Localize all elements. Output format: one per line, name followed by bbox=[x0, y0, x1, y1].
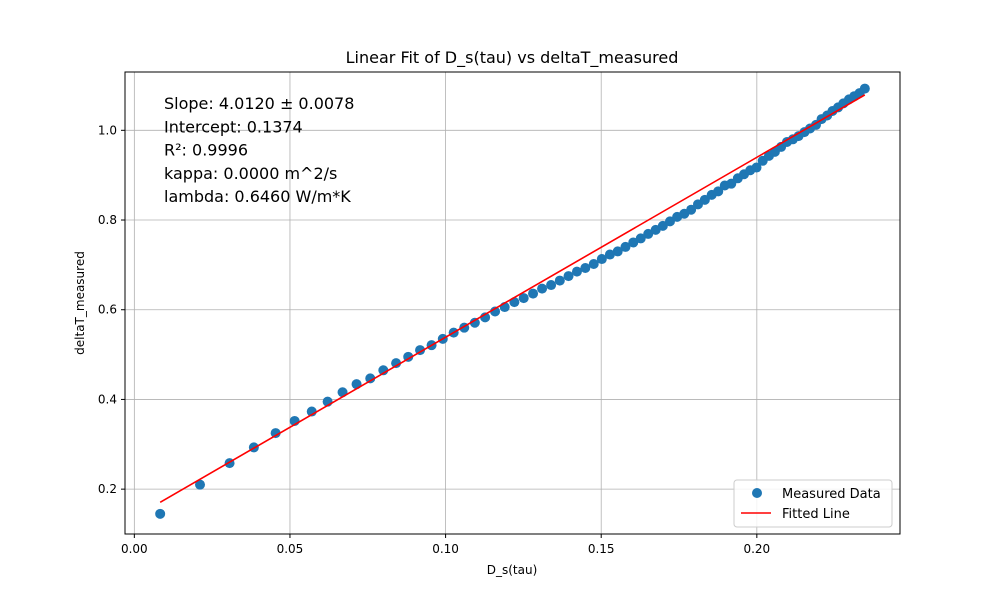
data-point bbox=[686, 204, 697, 215]
fit-stats-annotation: Slope: 4.0120 ± 0.0078 Intercept: 0.1374 R… bbox=[164, 94, 354, 206]
legend-box bbox=[733, 479, 893, 528]
annotation-line: Intercept: 0.1374 bbox=[164, 117, 303, 136]
data-point bbox=[195, 479, 206, 490]
plot-frame bbox=[124, 71, 901, 535]
data-point bbox=[270, 428, 281, 439]
annotation-line: Slope: 4.0120 ± 0.0078 bbox=[164, 94, 354, 113]
x-tick-label: 0.00 bbox=[121, 542, 148, 556]
data-point bbox=[571, 266, 582, 277]
data-point bbox=[620, 241, 631, 252]
y-tick-label: 0.4 bbox=[98, 392, 117, 406]
data-point bbox=[365, 373, 376, 384]
annotation-line: R²: 0.9996 bbox=[164, 141, 248, 160]
annotation-line: kappa: 0.0000 m^2/s bbox=[164, 164, 337, 183]
data-point bbox=[588, 258, 599, 269]
data-point bbox=[337, 387, 348, 398]
data-point bbox=[563, 271, 574, 282]
y-tick-label: 0.2 bbox=[98, 482, 117, 496]
data-point bbox=[859, 83, 870, 94]
data-point bbox=[351, 379, 362, 390]
data-point bbox=[628, 237, 639, 248]
x-tick-label: 0.05 bbox=[277, 542, 304, 556]
data-point bbox=[490, 306, 501, 317]
data-point bbox=[713, 186, 724, 197]
legend-label-measured-data: Measured Data bbox=[782, 487, 881, 502]
data-point bbox=[480, 312, 491, 323]
x-axis-label: D_s(tau) bbox=[487, 563, 538, 577]
grid bbox=[125, 72, 900, 534]
y-tick-label: 1.0 bbox=[98, 123, 117, 137]
y-tick-label: 0.6 bbox=[98, 303, 117, 317]
data-point bbox=[554, 275, 565, 286]
fitted-line bbox=[159, 94, 866, 503]
data-point bbox=[643, 228, 654, 239]
data-point bbox=[546, 280, 557, 291]
data-point bbox=[657, 220, 668, 231]
y-axis-label: deltaT_measured bbox=[73, 251, 87, 355]
data-point bbox=[403, 351, 414, 362]
x-tick-label: 0.15 bbox=[588, 542, 615, 556]
x-tick-label: 0.20 bbox=[743, 542, 770, 556]
data-point bbox=[391, 358, 402, 369]
annotation-line: lambda: 0.6460 W/m*K bbox=[164, 187, 351, 206]
data-point bbox=[528, 288, 539, 299]
data-point bbox=[469, 317, 480, 328]
data-point bbox=[612, 246, 623, 257]
data-point bbox=[580, 263, 591, 274]
data-point bbox=[596, 254, 607, 265]
data-point bbox=[635, 233, 646, 244]
chart-title: Linear Fit of D_s(tau) vs deltaT_measure… bbox=[346, 48, 679, 68]
y-tick-label: 0.8 bbox=[98, 213, 117, 227]
data-point bbox=[537, 283, 548, 294]
data-point bbox=[751, 162, 762, 173]
legend-marker-measured-data bbox=[752, 488, 762, 498]
data-point bbox=[664, 216, 675, 227]
data-point bbox=[155, 508, 166, 519]
x-tick-label: 0.10 bbox=[432, 542, 459, 556]
data-point bbox=[378, 365, 389, 376]
legend-label-fitted-line: Fitted Line bbox=[782, 507, 850, 522]
legend: Measured Data Fitted Line bbox=[733, 479, 893, 528]
plot-series bbox=[155, 83, 870, 519]
x-axis-ticks: 0.00 0.05 0.10 0.15 0.20 bbox=[121, 534, 770, 556]
data-point bbox=[518, 293, 529, 304]
data-point bbox=[604, 249, 615, 260]
y-axis-ticks: 0.2 0.4 0.6 0.8 1.0 bbox=[98, 123, 125, 496]
